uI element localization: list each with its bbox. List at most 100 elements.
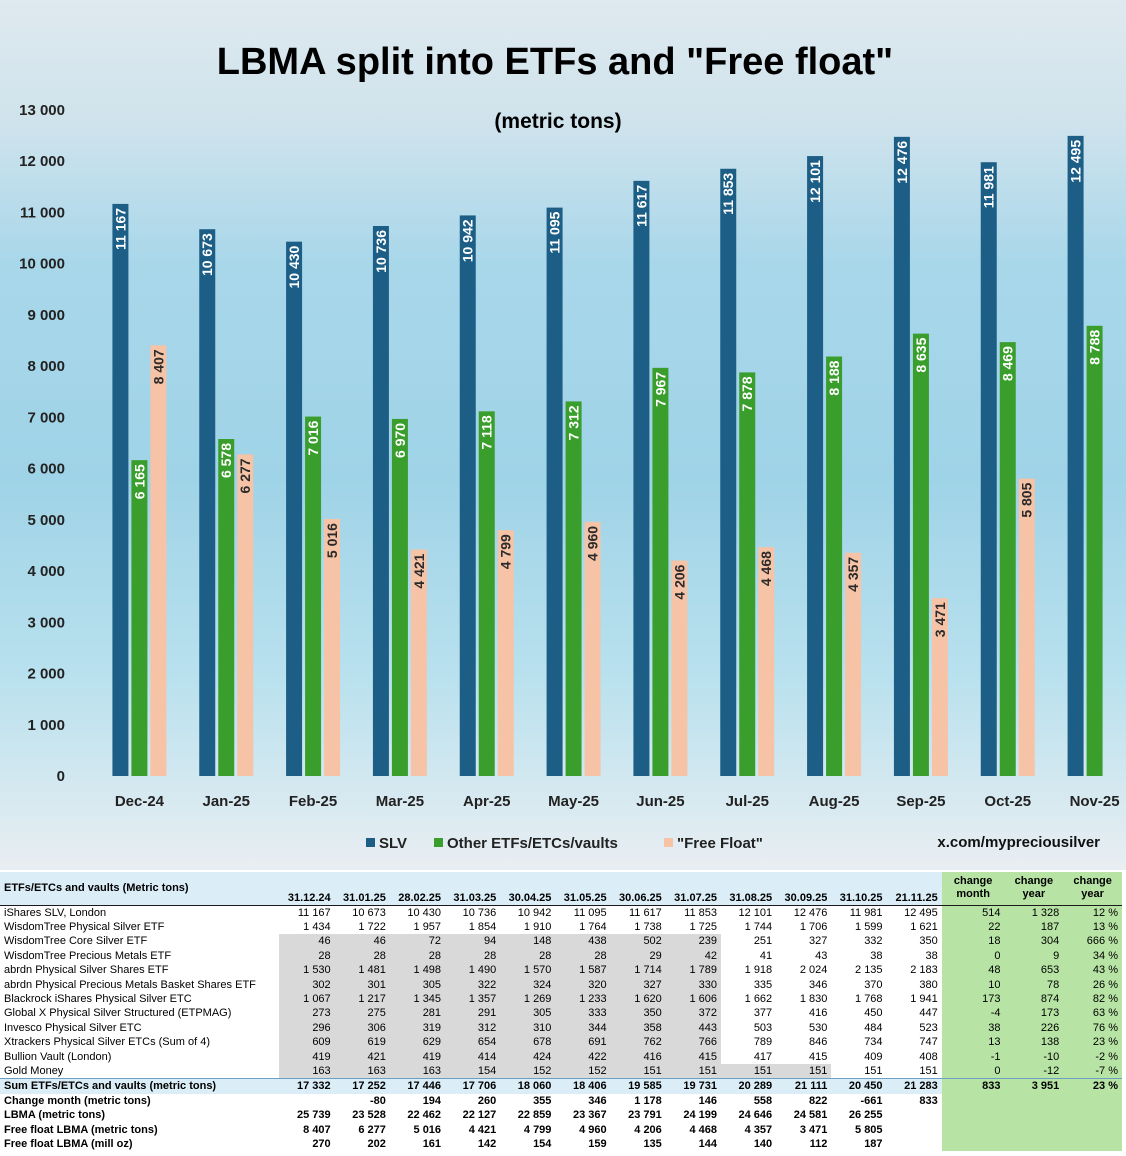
cell-value: 747 — [919, 1036, 938, 1049]
cell-value: 1 957 — [413, 921, 442, 934]
cell-value: 12 476 — [776, 904, 832, 920]
cell-change — [1063, 1136, 1122, 1152]
cell-change: 82 % — [1063, 991, 1122, 1007]
bar-slv — [546, 207, 563, 777]
cell-value: 194 — [422, 1094, 442, 1107]
cell-change: -1 — [941, 1049, 1005, 1064]
data-label: 6 970 — [392, 423, 408, 458]
cell-value: 1 621 — [910, 921, 938, 934]
bar-other-etfs — [826, 356, 843, 776]
cell-value: 28 — [500, 948, 556, 964]
row-name: Invesco Physical Silver ETC — [4, 1021, 142, 1034]
row-name: iShares SLV, London — [0, 904, 280, 920]
cell-value: 19 585 — [610, 1078, 666, 1094]
cell-change: 0 — [941, 948, 1005, 964]
data-label: 8 788 — [1087, 330, 1103, 365]
legend-swatch — [366, 838, 375, 847]
cell-value: 438 — [555, 934, 611, 949]
bar-other-etfs — [1086, 325, 1103, 776]
cell-value: 17 332 — [279, 1078, 335, 1094]
cell-value: 443 — [665, 1020, 721, 1036]
table-row: Bullion Vault (London) 419 421 419 414 424 422… — [0, 1049, 1122, 1064]
cell-value: 1 620 — [610, 991, 666, 1007]
cell-value: 152 — [500, 1063, 556, 1079]
cell-value — [887, 1137, 942, 1151]
cell-value: 1 217 — [334, 991, 390, 1007]
row-name: Global X Physical Silver Structured (ETP… — [4, 1007, 232, 1020]
cell-value: 332 — [864, 935, 883, 948]
cell-change: 833 — [941, 1078, 1005, 1094]
cell-value: 358 — [610, 1020, 666, 1036]
bar-slv — [112, 203, 129, 776]
cell-value: 1 764 — [579, 921, 607, 934]
data-label: 10 736 — [373, 230, 389, 273]
x-tick-label: Aug-25 — [809, 793, 860, 810]
row-name: LBMA (metric tons) — [4, 1109, 106, 1122]
cell-value: 327 — [809, 935, 828, 948]
bar-slv — [199, 229, 216, 777]
cell-value: 11 617 — [610, 904, 666, 920]
table-header-date: 30.09.25 — [776, 872, 832, 905]
cell-value: 46 — [279, 934, 335, 949]
y-tick-label: 2 000 — [27, 666, 65, 683]
x-tick-label: Nov-25 — [1070, 793, 1120, 810]
cell-value: 20 450 — [831, 1078, 887, 1094]
bar-slv — [807, 156, 824, 776]
cell-value: 5 805 — [855, 1123, 883, 1136]
bar-free-float — [410, 549, 427, 776]
data-label: 7 967 — [652, 372, 668, 407]
cell-value: 4 799 — [523, 1123, 552, 1136]
x-tick-label: Mar-25 — [376, 793, 424, 810]
cell-value: 239 — [665, 934, 721, 949]
bar-free-float — [845, 552, 862, 776]
table-header-date: 31.08.25 — [720, 872, 777, 905]
cell-value: 41 — [759, 949, 773, 962]
cell-value: 417 — [753, 1050, 773, 1063]
bar-other-etfs — [131, 460, 148, 776]
table-header-row: ETFs/ETCs and vaults (Metric tons) 31.12.… — [0, 872, 1122, 905]
cell-value: 17 706 — [445, 1078, 501, 1094]
y-tick-label: 8 000 — [27, 358, 65, 375]
cell-value: 28 — [334, 948, 390, 964]
cell-change: 1 328 — [1004, 904, 1064, 920]
cell-value: 275 — [334, 1006, 390, 1021]
cell-value: 1 498 — [389, 963, 446, 978]
data-label: 5 016 — [324, 523, 340, 558]
cell-value: 11 853 — [665, 904, 721, 920]
x-tick-label: Apr-25 — [463, 793, 511, 810]
cell-change: 12 % — [1063, 904, 1122, 920]
table-row: abrdn Physical Precious Metals Basket Sh… — [0, 977, 1122, 992]
table-header-date: 31.07.25 — [665, 872, 721, 905]
data-label: 12 495 — [1068, 140, 1084, 183]
cell-change — [1004, 1093, 1064, 1108]
cell-change — [1063, 1107, 1122, 1123]
data-label: 11 617 — [633, 185, 649, 227]
cell-change — [1004, 1107, 1064, 1123]
cell-value: 4 421 — [468, 1123, 497, 1136]
cell-value: 20 289 — [720, 1078, 777, 1094]
y-tick-label: 5 000 — [27, 512, 65, 529]
cell-value: 1 345 — [389, 991, 446, 1007]
bar-other-etfs — [912, 333, 929, 776]
cell-value: 503 — [753, 1021, 773, 1034]
cell-value: 22 462 — [407, 1109, 442, 1122]
cell-value: 2 183 — [910, 964, 938, 977]
cell-change: 22 — [941, 919, 1005, 935]
data-label: 4 421 — [411, 553, 427, 588]
row-name: Change month (metric tons) — [4, 1094, 151, 1107]
cell-value: 310 — [500, 1020, 556, 1036]
table-row: Free float LBMA (metric tons) 8 407 6 277 5… — [0, 1122, 1122, 1137]
cell-change — [941, 1122, 1005, 1137]
cell-value: 629 — [389, 1035, 446, 1050]
cell-value — [887, 1108, 942, 1122]
cell-change: 63 % — [1063, 1006, 1122, 1021]
cell-value: 11 981 — [831, 904, 887, 920]
cell-value: 38 — [870, 949, 883, 962]
data-label: 7 118 — [479, 415, 495, 449]
cell-value: 12 495 — [886, 904, 942, 920]
cell-value: 1 722 — [358, 921, 386, 934]
cell-value: 320 — [555, 977, 611, 992]
cell-value: 1 587 — [555, 963, 611, 978]
table-header-date: 31.03.25 — [445, 872, 501, 905]
cell-value: 28 — [389, 948, 446, 964]
